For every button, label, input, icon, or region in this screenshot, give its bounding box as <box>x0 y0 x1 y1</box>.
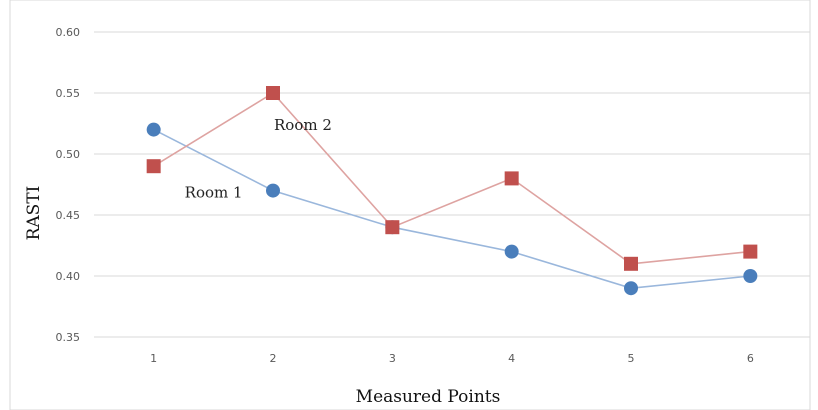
data-point-circle <box>504 244 519 259</box>
data-point-square <box>385 220 400 235</box>
x-tick-label: 2 <box>270 352 277 365</box>
x-tick-label: 6 <box>747 352 754 365</box>
chart-frame <box>9 0 811 410</box>
y-tick-label: 0.35 <box>56 331 81 344</box>
data-point-square <box>743 244 758 259</box>
data-point-square <box>624 256 638 271</box>
series-line <box>153 91 751 265</box>
data-point-square <box>266 86 280 100</box>
data-point-circle <box>266 183 280 198</box>
y-tick-label: 0.55 <box>56 87 81 100</box>
x-tick-label: 3 <box>389 352 396 365</box>
x-tick-label: 5 <box>628 352 635 365</box>
data-point-circle <box>743 269 758 283</box>
y-tick-labels: 0.35 0.40 0.45 0.50 0.55 0.60 <box>56 26 81 344</box>
data-point-circle <box>146 122 161 137</box>
series-2 <box>146 86 758 271</box>
data-point-square <box>146 159 161 174</box>
annotation-room-2: Room 2 <box>274 116 332 134</box>
x-tick-labels: 1 2 3 4 5 6 <box>150 352 754 365</box>
annotations: Room 1 Room 2 <box>185 116 332 202</box>
x-tick-label: 4 <box>508 352 515 365</box>
annotation-room-1: Room 1 <box>185 184 243 202</box>
y-tick-label: 0.40 <box>56 270 81 283</box>
x-tick-label: 1 <box>150 352 157 365</box>
series-layer <box>146 86 758 296</box>
y-tick-label: 0.50 <box>56 148 81 161</box>
y-tick-label: 0.45 <box>56 209 81 222</box>
gridlines <box>94 31 810 338</box>
y-tick-label: 0.60 <box>56 26 81 39</box>
y-axis-title: RASTI <box>24 186 44 241</box>
x-axis-title: Measured Points <box>356 387 501 407</box>
series-line <box>153 128 751 290</box>
data-point-square <box>504 171 519 186</box>
data-point-circle <box>624 281 638 296</box>
